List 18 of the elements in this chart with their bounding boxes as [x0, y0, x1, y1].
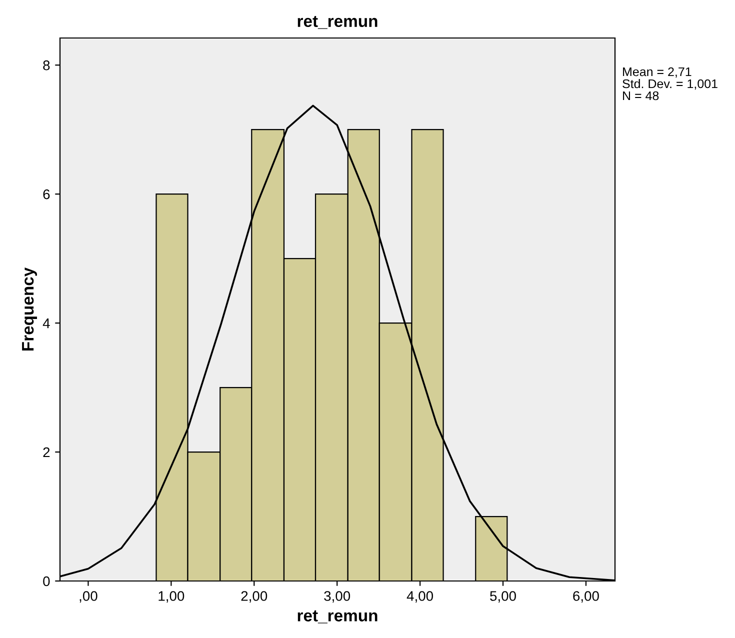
x-tick-label: 2,00	[241, 591, 268, 603]
x-tick-label: 6,00	[573, 591, 599, 603]
x-tick-label: 5,00	[490, 591, 516, 603]
x-tick-label: 4,00	[406, 591, 434, 603]
text: N = 48	[623, 91, 659, 100]
x-tick-label: 3,00	[324, 591, 350, 603]
text: Std. Dev. = 1,001	[622, 79, 718, 90]
y-tick-label: 0	[43, 576, 50, 586]
y-tick-label: 8	[43, 60, 50, 70]
y-axis-title: Frequency	[22, 267, 37, 351]
y-tick-label: 4	[42, 318, 50, 328]
text: Mean = 2,71	[623, 67, 692, 78]
x-tick-label: 1,00	[158, 591, 184, 603]
x-tick-label: ,00	[80, 591, 98, 603]
x-axis-title: ret_remun	[298, 610, 378, 624]
chart-title: ret_remun	[298, 16, 378, 29]
y-tick-label: 2	[43, 447, 50, 458]
y-tick-label: 6	[43, 189, 50, 200]
